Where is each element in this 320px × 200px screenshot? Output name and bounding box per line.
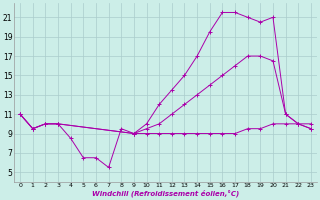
X-axis label: Windchill (Refroidissement éolien,°C): Windchill (Refroidissement éolien,°C) xyxy=(92,190,239,197)
